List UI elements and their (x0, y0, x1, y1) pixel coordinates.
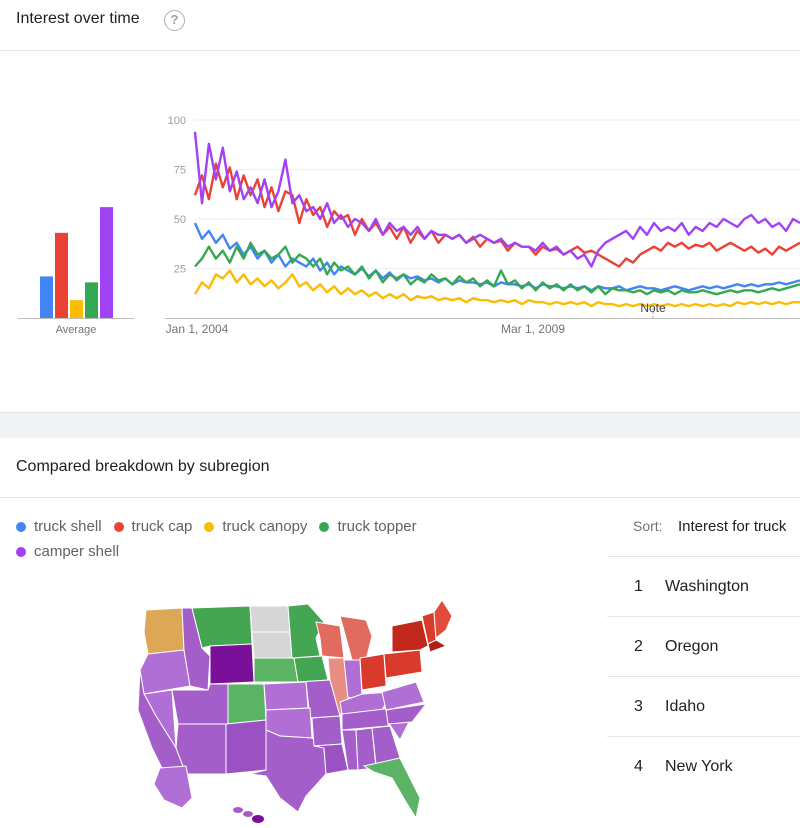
map-region-pennsylvania[interactable] (383, 649, 423, 679)
line-series-truck-shell[interactable] (193, 222, 800, 292)
y-tick-label: 75 (174, 165, 186, 177)
average-bar-camper-shell[interactable] (100, 207, 113, 318)
map-region-wisconsin[interactable] (315, 621, 345, 659)
line-chart: 25 50 75 100 Jan 1, 2004 Mar 1, 2009 Note (165, 115, 800, 336)
legend-label: camper shell (34, 543, 120, 560)
y-tick-label: 100 (168, 115, 186, 127)
map-region-south-dakota[interactable] (251, 631, 293, 659)
ranking-row[interactable]: 1 Washington (607, 556, 800, 616)
map-region-louisiana[interactable] (313, 743, 349, 775)
map-region-alaska[interactable] (153, 765, 193, 809)
map-region-massachusetts[interactable] (427, 639, 448, 653)
region-name: Oregon (665, 638, 719, 655)
sort-label: Sort: (633, 518, 663, 534)
legend-label: truck cap (131, 518, 193, 535)
average-label: Average (56, 324, 97, 336)
map-region-new-york[interactable] (391, 619, 429, 653)
legend-dot-icon (16, 546, 26, 557)
us-region-map[interactable] (130, 598, 470, 828)
rank-number: 3 (634, 698, 643, 715)
rank-number: 1 (634, 578, 643, 595)
map-region-nebraska[interactable] (253, 657, 299, 683)
region-name: New York (665, 758, 733, 775)
map-region-virginia[interactable] (381, 681, 425, 711)
map-region-montana[interactable] (191, 605, 253, 649)
y-tick-label: 25 (174, 264, 186, 276)
legend-label: truck shell (34, 518, 102, 535)
divider (0, 50, 800, 51)
ranking-row[interactable]: 3 Idaho (607, 676, 800, 736)
map-region-north-carolina[interactable] (385, 703, 428, 725)
map-region-hawaii-2[interactable] (243, 811, 253, 817)
ranking-row[interactable]: 2 Oregon (607, 616, 800, 676)
map-region-minnesota[interactable] (287, 603, 325, 659)
card-title: Interest over time (16, 10, 140, 27)
legend-item[interactable]: truck topper (319, 518, 417, 535)
map-region-north-dakota[interactable] (249, 605, 291, 633)
map-region-arkansas[interactable] (311, 715, 343, 747)
legend-label: truck topper (337, 518, 417, 535)
legend-item[interactable]: truck cap (113, 518, 193, 535)
region-ranking-list: 1 Washington 2 Oregon 3 Idaho 4 New York (607, 556, 800, 796)
map-region-arizona[interactable] (175, 723, 227, 775)
x-tick-label: Jan 1, 2004 (166, 322, 229, 336)
section-separator (0, 412, 800, 438)
line-series-camper-shell[interactable] (193, 131, 800, 268)
help-circle-icon[interactable]: ? (164, 10, 185, 31)
map-region-kansas[interactable] (263, 681, 309, 711)
legend-dot-icon (319, 521, 330, 532)
region-name: Idaho (665, 698, 706, 715)
map-region-michigan[interactable] (339, 615, 373, 661)
subregion-card: Compared breakdown by subregion truck sh… (0, 438, 800, 823)
legend-dot-icon (113, 521, 124, 532)
sort-dropdown[interactable]: Interest for truck (678, 518, 787, 535)
map-region-hawaii-3[interactable] (252, 815, 264, 823)
note-annotation[interactable]: Note (640, 301, 666, 315)
map-region-oregon[interactable] (139, 649, 191, 695)
legend-dot-icon (16, 521, 26, 532)
map-region-hawaii[interactable] (233, 807, 243, 813)
map-region-utah[interactable] (171, 683, 229, 725)
region-name: Washington (665, 578, 749, 595)
line-series-truck-cap[interactable] (193, 162, 800, 268)
divider (0, 497, 800, 498)
average-bar-truck-topper[interactable] (85, 282, 98, 318)
interest-over-time-card: Interest over time ? Average 25 50 75 100 Ja… (0, 0, 800, 412)
x-tick-label: Mar 1, 2009 (501, 322, 565, 336)
map-region-iowa[interactable] (293, 655, 329, 683)
legend-item[interactable]: truck shell (16, 518, 102, 535)
map-region-florida[interactable] (362, 757, 421, 820)
legend-item[interactable]: truck canopy (204, 518, 307, 535)
y-tick-label: 50 (174, 214, 186, 226)
average-bar-truck-cap[interactable] (55, 232, 68, 318)
interest-chart: Average 25 50 75 100 Jan 1, 2004 Mar 1, 2009 N… (18, 115, 800, 336)
average-bar-truck-shell[interactable] (40, 276, 53, 318)
map-region-ohio[interactable] (359, 653, 387, 691)
average-bar-chart: Average (18, 207, 134, 336)
line-series-truck-topper[interactable] (194, 241, 800, 296)
ranking-row[interactable]: 4 New York (607, 736, 800, 796)
map-legend: truck shell truck cap truck canopy truck to… (16, 518, 486, 568)
map-region-washington[interactable] (143, 607, 185, 655)
map-region-colorado[interactable] (227, 683, 267, 725)
section-title: Compared breakdown by subregion (16, 458, 270, 475)
legend-dot-icon (204, 521, 215, 532)
line-series-truck-canopy[interactable] (193, 269, 800, 308)
legend-item[interactable]: camper shell (16, 543, 119, 560)
legend-label: truck canopy (222, 518, 308, 535)
rank-number: 4 (634, 758, 643, 775)
map-region-wyoming[interactable] (209, 643, 255, 685)
rank-number: 2 (634, 638, 643, 655)
map-region-new-mexico[interactable] (225, 719, 267, 775)
average-bar-truck-canopy[interactable] (70, 300, 83, 318)
map-region-maine[interactable] (433, 599, 453, 639)
